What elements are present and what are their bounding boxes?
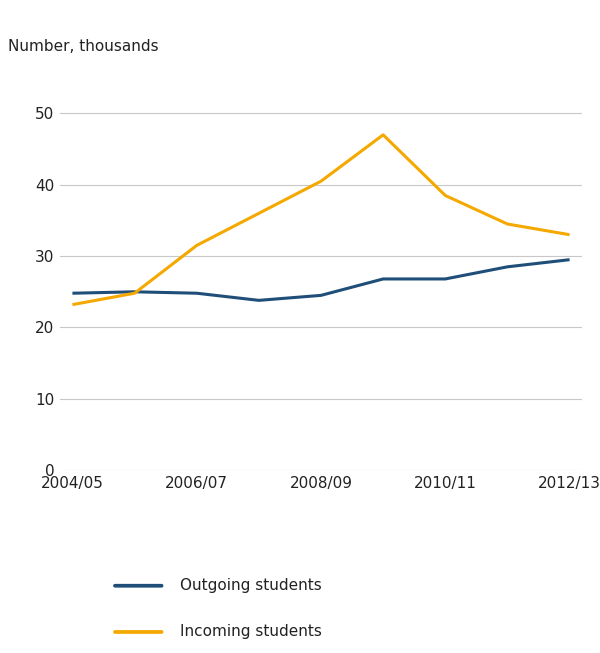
- Text: Incoming students: Incoming students: [180, 624, 322, 639]
- Text: Number, thousands: Number, thousands: [8, 39, 158, 54]
- Text: Outgoing students: Outgoing students: [180, 579, 322, 593]
